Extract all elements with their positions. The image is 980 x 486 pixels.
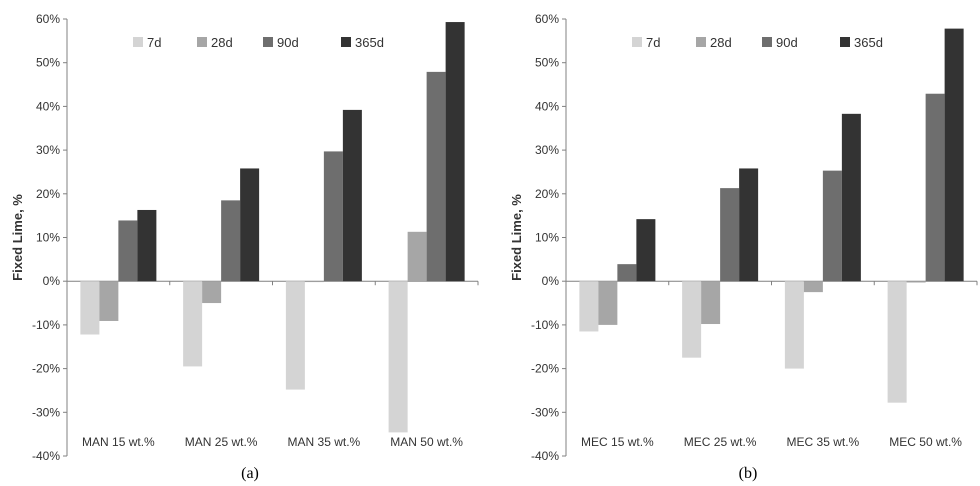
bar-90d-4 [925,93,945,282]
bar-365d-4 [445,22,465,282]
y-tick-label: -40% [32,449,60,463]
legend-label: 365d [355,35,384,50]
bar-365d-2 [240,168,260,282]
y-axis-label: Fixed Lime, % [509,194,524,281]
bar-365d-2 [739,168,759,282]
bar-28d-2 [701,281,721,325]
y-tick-label: 60% [36,12,60,26]
bar-90d-2 [221,200,241,282]
bar-90d-4 [426,71,446,282]
category-label: MAN 15 wt.% [82,435,155,449]
y-tick-label: -40% [531,449,559,463]
bar-90d-1 [617,264,637,282]
y-tick-label: 30% [535,143,559,157]
y-tick-label: 10% [36,231,60,245]
bar-365d-4 [944,28,964,282]
y-tick-label: 40% [535,99,559,113]
legend-swatch [133,37,143,47]
bar-365d-3 [342,109,362,282]
legend-label: 90d [277,35,299,50]
bar-365d-3 [841,113,861,282]
chart-panel-a: -40% -30% -20% -10% 0% 10% 20% 30% 40% 50% 60% MAN … [10,12,479,482]
y-tick-label: -20% [531,362,559,376]
bar-7d-1 [80,281,100,335]
bar-28d-1 [598,281,618,325]
y-tick-label: -30% [531,405,559,419]
y-tick-label: 60% [535,12,559,26]
bar-90d-3 [822,170,842,282]
bar-28d-3 [304,281,324,283]
bar-28d-4 [906,281,926,283]
panel-caption: (a) [241,465,259,482]
y-tick-label: 0% [542,274,560,288]
y-tick-label: 0% [43,274,61,288]
category-label: MAN 35 wt.% [288,435,361,449]
y-tick-label: -30% [32,405,60,419]
panel-caption: (b) [739,465,758,482]
category-label: MAN 25 wt.% [185,435,258,449]
legend-swatch [632,37,642,47]
y-tick-label: 40% [36,99,60,113]
legend-label: 365d [854,35,883,50]
y-tick-label: 30% [36,143,60,157]
bar-28d-4 [407,231,427,282]
category-label: MAN 50 wt.% [390,435,463,449]
legend-swatch [696,37,706,47]
bar-90d-3 [323,151,343,282]
legend-label: 7d [147,35,161,50]
bar-7d-4 [887,281,907,403]
y-tick-label: 50% [36,56,60,70]
y-axis-label: Fixed Lime, % [10,194,25,281]
legend-label: 90d [776,35,798,50]
y-tick-label: 10% [535,231,559,245]
bar-365d-1 [636,219,656,282]
chart-panel-b: -40% -30% -20% -10% 0% 10% 20% 30% 40% 50% 60% MEC … [509,12,978,482]
y-tick-label: 50% [535,56,559,70]
y-tick-label: 20% [36,187,60,201]
category-label: MEC 25 wt.% [684,435,757,449]
bar-90d-2 [720,188,740,282]
legend-label: 7d [646,35,660,50]
category-label: MEC 50 wt.% [889,435,962,449]
bar-7d-1 [579,281,599,332]
legend-swatch [840,37,850,47]
y-tick-label: -20% [32,362,60,376]
bar-90d-1 [118,220,138,282]
legend-swatch [762,37,772,47]
y-tick-label: -10% [531,318,559,332]
legend-swatch [263,37,273,47]
bar-7d-2 [183,281,203,367]
bar-365d-1 [137,209,157,282]
bar-7d-3 [285,281,305,390]
y-tick-label: -10% [32,318,60,332]
legend-label: 28d [710,35,732,50]
legend-label: 28d [211,35,233,50]
bar-7d-3 [784,281,804,369]
legend-swatch [341,37,351,47]
bar-7d-2 [682,281,702,358]
y-tick-label: 20% [535,187,559,201]
bar-28d-1 [99,281,119,321]
category-label: MEC 35 wt.% [787,435,860,449]
category-label: MEC 15 wt.% [581,435,654,449]
bar-7d-4 [388,281,408,433]
bar-28d-2 [202,281,222,304]
legend-swatch [197,37,207,47]
bar-28d-3 [803,281,823,293]
